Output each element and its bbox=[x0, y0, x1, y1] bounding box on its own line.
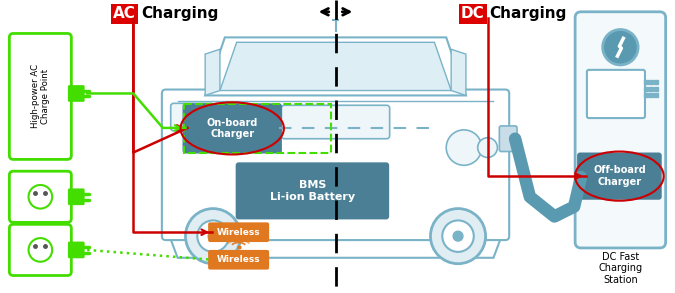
FancyBboxPatch shape bbox=[208, 250, 269, 270]
FancyBboxPatch shape bbox=[236, 162, 389, 219]
Polygon shape bbox=[205, 38, 466, 96]
Circle shape bbox=[442, 220, 474, 252]
FancyBboxPatch shape bbox=[500, 126, 517, 151]
Text: Charging: Charging bbox=[489, 6, 567, 21]
Circle shape bbox=[453, 231, 463, 241]
Circle shape bbox=[446, 130, 482, 165]
Text: Wireless: Wireless bbox=[217, 228, 261, 237]
Text: Charging: Charging bbox=[141, 6, 219, 21]
Polygon shape bbox=[205, 49, 220, 96]
FancyBboxPatch shape bbox=[459, 4, 487, 24]
FancyBboxPatch shape bbox=[171, 103, 214, 131]
Circle shape bbox=[186, 209, 240, 264]
Text: BMS
Li-ion Battery: BMS Li-ion Battery bbox=[270, 180, 355, 202]
Circle shape bbox=[28, 185, 52, 209]
FancyBboxPatch shape bbox=[68, 85, 84, 102]
Circle shape bbox=[603, 30, 638, 65]
Circle shape bbox=[28, 238, 52, 262]
Text: Off-board
Charger: Off-board Charger bbox=[593, 165, 646, 187]
Circle shape bbox=[431, 209, 485, 264]
FancyBboxPatch shape bbox=[111, 4, 138, 24]
Text: On-board
Charger: On-board Charger bbox=[207, 117, 258, 139]
FancyBboxPatch shape bbox=[9, 171, 72, 222]
Circle shape bbox=[478, 138, 497, 157]
Polygon shape bbox=[166, 226, 506, 258]
FancyBboxPatch shape bbox=[182, 103, 282, 154]
FancyBboxPatch shape bbox=[208, 222, 269, 242]
Text: High-power AC
Charge Point: High-power AC Charge Point bbox=[30, 64, 50, 129]
FancyBboxPatch shape bbox=[9, 224, 72, 275]
Circle shape bbox=[197, 220, 229, 252]
Text: AC: AC bbox=[113, 6, 136, 21]
FancyBboxPatch shape bbox=[587, 70, 645, 118]
FancyBboxPatch shape bbox=[281, 105, 389, 139]
FancyBboxPatch shape bbox=[9, 33, 72, 159]
FancyBboxPatch shape bbox=[575, 12, 666, 248]
Text: DC Fast
Charging
Station: DC Fast Charging Station bbox=[598, 252, 643, 285]
Circle shape bbox=[208, 231, 218, 241]
Polygon shape bbox=[451, 49, 466, 96]
FancyBboxPatch shape bbox=[68, 241, 84, 258]
FancyBboxPatch shape bbox=[162, 90, 509, 240]
FancyBboxPatch shape bbox=[577, 153, 662, 200]
Polygon shape bbox=[220, 42, 451, 91]
Text: Wireless: Wireless bbox=[217, 255, 261, 264]
Text: DC: DC bbox=[461, 6, 485, 21]
FancyBboxPatch shape bbox=[68, 188, 84, 205]
